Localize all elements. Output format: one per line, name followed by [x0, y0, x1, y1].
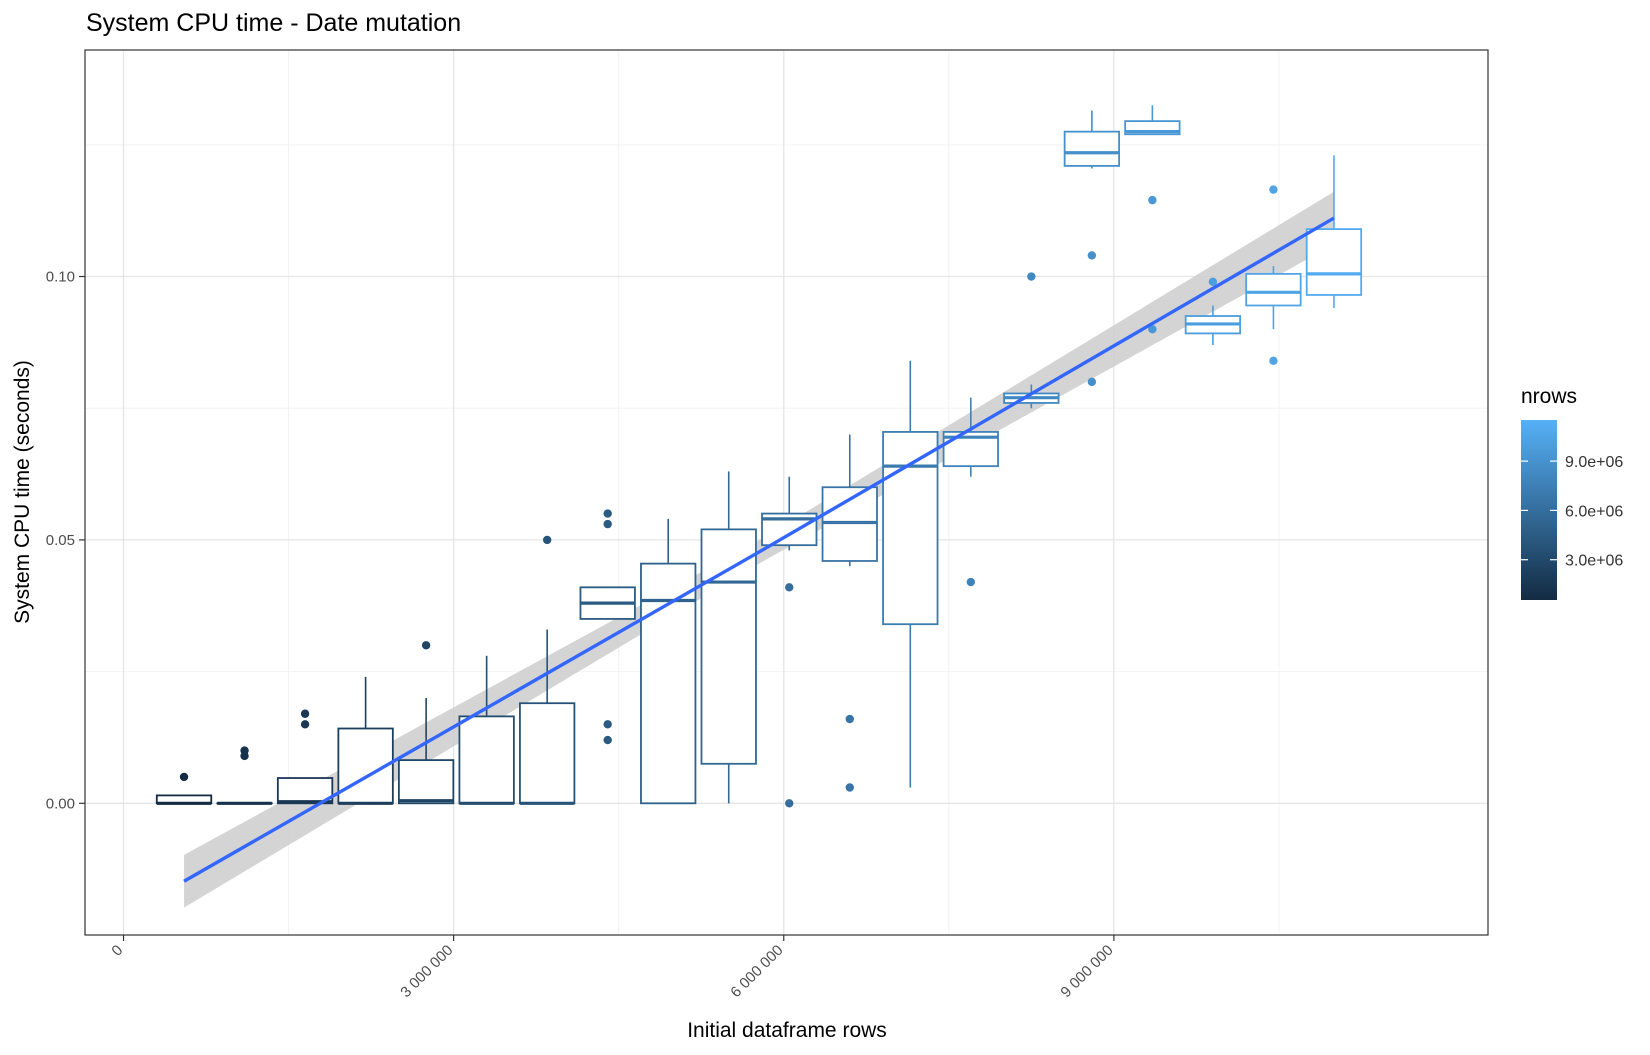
box [399, 760, 453, 803]
outlier-point [301, 710, 309, 718]
outlier-point [1269, 185, 1277, 193]
outlier-point [1088, 378, 1096, 386]
outlier-point [846, 715, 854, 723]
box [883, 432, 937, 624]
outlier-point [785, 799, 793, 807]
legend-title: nrows [1521, 385, 1577, 408]
box [459, 716, 513, 803]
outlier-point [422, 641, 430, 649]
x-tick-label: 6 000 000 [727, 942, 786, 1001]
y-axis-title: System CPU time (seconds) [11, 360, 34, 624]
x-tick-label: 0 [108, 942, 126, 960]
outlier-point [785, 583, 793, 591]
legend: nrows 3.0e+06 6.0e+06 9.0e+06 [1521, 385, 1623, 600]
box [520, 703, 574, 803]
outlier-point [967, 578, 975, 586]
box [1065, 132, 1119, 166]
outlier-point [543, 536, 551, 544]
outlier-point [603, 720, 611, 728]
outlier-point [603, 520, 611, 528]
y-tick-label: 0.10 [46, 269, 75, 286]
outlier-point [1027, 272, 1035, 280]
box [1307, 229, 1361, 295]
x-tick-label: 9 000 000 [1057, 942, 1116, 1001]
outlier-point [1148, 196, 1156, 204]
box [1246, 274, 1300, 306]
outlier-point [1269, 357, 1277, 365]
y-tick-label: 0.05 [46, 532, 75, 549]
outlier-point [180, 773, 188, 781]
outlier-point [1088, 251, 1096, 259]
outlier-point [301, 720, 309, 728]
outlier-point [603, 736, 611, 744]
y-tick-label: 0.00 [46, 795, 75, 812]
x-axis-title: Initial dataframe rows [687, 1019, 887, 1042]
outlier-point [846, 783, 854, 791]
box [701, 529, 755, 763]
chart-title: System CPU time - Date mutation [86, 9, 461, 37]
colorbar-label: 6.0e+06 [1565, 503, 1623, 520]
colorbar-label: 3.0e+06 [1565, 553, 1623, 570]
x-tick-label: 3 000 000 [397, 942, 456, 1001]
colorbar-label: 9.0e+06 [1565, 454, 1623, 471]
outlier-point [603, 509, 611, 517]
outlier-point [240, 746, 248, 754]
